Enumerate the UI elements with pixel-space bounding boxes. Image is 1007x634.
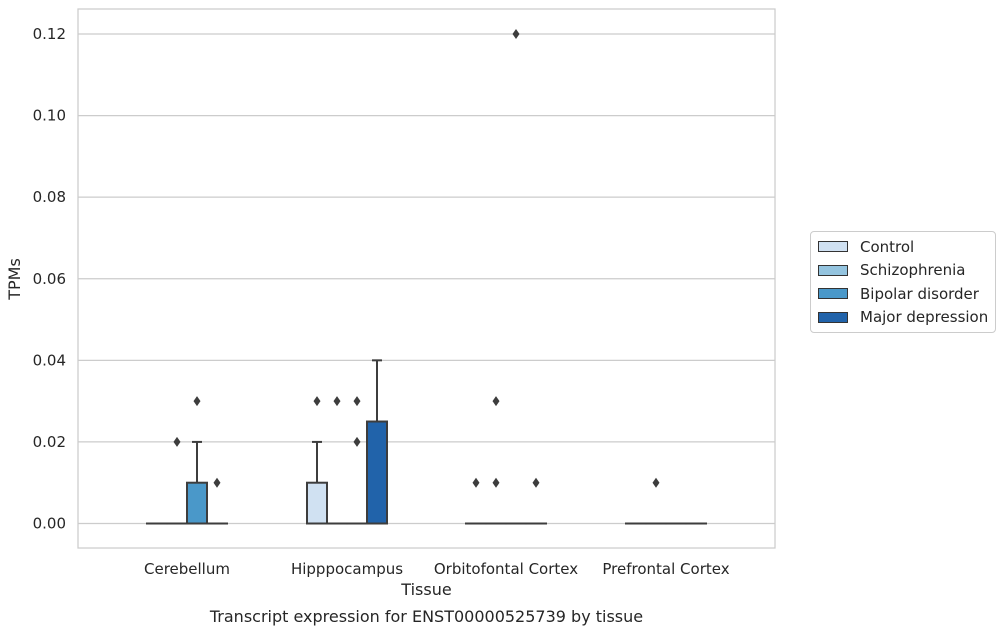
legend-label: Major depression bbox=[860, 308, 989, 327]
outlier-point bbox=[512, 29, 520, 39]
y-tick-label: 0.12 bbox=[33, 25, 66, 43]
box-schizophrenia-2 bbox=[485, 396, 507, 525]
box-control-1 bbox=[306, 396, 328, 525]
y-axis-ticks: 0.00 0.02 0.04 0.06 0.08 0.10 0.12 bbox=[33, 25, 66, 533]
outlier-point bbox=[472, 477, 480, 488]
legend-swatch bbox=[818, 311, 848, 323]
outlier-point bbox=[492, 396, 500, 407]
box-major-depression-2 bbox=[525, 477, 547, 525]
outlier-point bbox=[333, 396, 341, 407]
outlier-point bbox=[213, 477, 221, 488]
y-tick-label: 0.00 bbox=[33, 515, 66, 533]
box-bipolar-disorder-1 bbox=[346, 396, 368, 525]
legend: Control Schizophrenia Bipolar disorder Majo… bbox=[810, 231, 996, 333]
box-body bbox=[306, 481, 328, 525]
x-axis-label: Tissue bbox=[400, 580, 451, 599]
legend-label: Schizophrenia bbox=[860, 261, 966, 280]
y-tick-label: 0.06 bbox=[33, 270, 66, 288]
box-bipolar-disorder-2 bbox=[505, 29, 527, 525]
plot-frame bbox=[77, 8, 776, 549]
legend-item: Control bbox=[811, 235, 995, 259]
outlier-point bbox=[492, 477, 500, 488]
x-tick-label: Cerebellum bbox=[144, 560, 230, 578]
chart-caption: Transcript expression for ENST0000052573… bbox=[209, 607, 643, 626]
x-axis-ticks: Cerebellum Hipppocampus Orbitofontal Corte… bbox=[144, 560, 730, 578]
box-body bbox=[366, 420, 388, 525]
x-tick-label: Orbitofontal Cortex bbox=[434, 560, 578, 578]
legend-swatch bbox=[818, 241, 848, 253]
box-major-depression-0 bbox=[206, 477, 228, 525]
box-control-2 bbox=[465, 477, 487, 525]
y-tick-label: 0.08 bbox=[33, 188, 66, 206]
legend-label: Control bbox=[860, 237, 915, 256]
outlier-point bbox=[313, 396, 321, 407]
legend-item: Major depression bbox=[811, 306, 995, 330]
legend-item: Schizophrenia bbox=[811, 259, 995, 283]
box-major-depression-1 bbox=[366, 359, 388, 525]
outlier-point bbox=[173, 436, 181, 447]
outlier-point bbox=[532, 477, 540, 488]
outlier-point bbox=[652, 477, 660, 488]
y-axis-label: TPMs bbox=[5, 258, 24, 301]
box-schizophrenia-3 bbox=[645, 477, 667, 525]
legend-swatch bbox=[818, 288, 848, 300]
y-tick-label: 0.02 bbox=[33, 433, 66, 451]
legend-item: Bipolar disorder bbox=[811, 282, 995, 306]
y-tick-label: 0.10 bbox=[33, 107, 66, 125]
legend-label: Bipolar disorder bbox=[860, 284, 979, 303]
box-bipolar-disorder-0 bbox=[186, 396, 208, 525]
box-schizophrenia-0 bbox=[166, 436, 188, 525]
gridlines bbox=[78, 33, 775, 525]
box-body bbox=[186, 481, 208, 525]
x-tick-label: Hipppocampus bbox=[291, 560, 403, 578]
x-tick-label: Prefrontal Cortex bbox=[602, 560, 729, 578]
y-tick-label: 0.04 bbox=[33, 351, 66, 369]
box-plot-area bbox=[146, 29, 707, 525]
box-schizophrenia-1 bbox=[326, 396, 348, 525]
outlier-point bbox=[193, 396, 201, 407]
legend-swatch bbox=[818, 264, 848, 276]
outlier-point bbox=[353, 396, 361, 407]
outlier-point bbox=[353, 436, 361, 447]
